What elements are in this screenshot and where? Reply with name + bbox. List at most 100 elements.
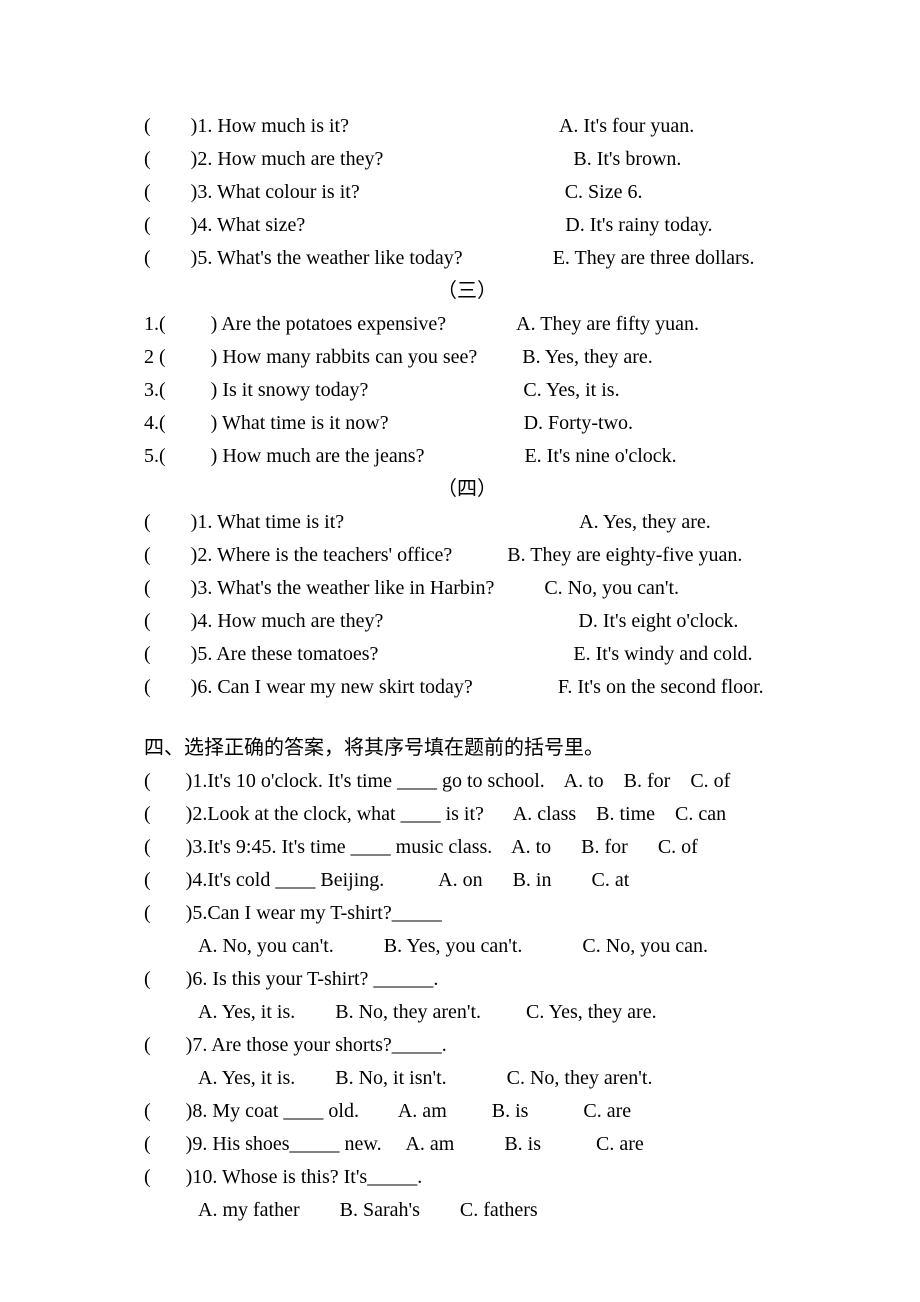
gap [383,143,573,176]
mc-question: ( )2.Look at the clock, what ____ is it?… [144,798,790,831]
mc-text: ( )8. My coat ____ old. A. am B. is C. a… [144,1095,631,1128]
question-text: 4.( ) What time is it now? [144,407,389,440]
match-row: ( )5. What's the weather like today? E. … [144,242,790,275]
answer-text: B. They are eighty-five yuan. [507,539,742,572]
mc-text: A. Yes, it is. B. No, it isn't. C. No, t… [198,1062,652,1095]
gap [383,605,578,638]
gap [360,176,565,209]
mc-text: ( )5.Can I wear my T-shirt?_____ [144,897,442,930]
match-row: 5.( ) How much are the jeans? E. It's ni… [144,440,790,473]
answer-text: D. It's rainy today. [565,209,712,242]
multiple-choice-section: ( )1.It's 10 o'clock. It's time ____ go … [144,765,790,1227]
gap [424,440,524,473]
question-text: 1.( ) Are the potatoes expensive? [144,308,446,341]
question-text: ( )4. How much are they? [144,605,383,638]
mc-text: A. No, you can't. B. Yes, you can't. C. … [198,930,708,963]
answer-text: C. No, you can't. [544,572,679,605]
gap [473,671,558,704]
matching-section-2: ( )1. How much is it? A. It's four yuan.… [144,110,790,275]
gap [452,539,507,572]
mc-text: ( )9. His shoes_____ new. A. am B. is C.… [144,1128,644,1161]
match-row: ( )2. Where is the teachers' office? B. … [144,539,790,572]
answer-text: B. Yes, they are. [522,341,653,374]
section-4-label: （四） [144,473,790,506]
match-row: ( )3. What colour is it? C. Size 6. [144,176,790,209]
answer-text: C. Size 6. [565,176,643,209]
mc-text: ( )7. Are those your shorts?_____. [144,1029,447,1062]
answer-text: F. It's on the second floor. [558,671,764,704]
gap [494,572,544,605]
match-row: 2 ( ) How many rabbits can you see? B. Y… [144,341,790,374]
mc-question: ( )9. His shoes_____ new. A. am B. is C.… [144,1128,790,1161]
match-row: ( )1. How much is it? A. It's four yuan. [144,110,790,143]
matching-section-3: 1.( ) Are the potatoes expensive? A. The… [144,308,790,473]
question-text: ( )4. What size? [144,209,305,242]
gap [378,638,573,671]
gap [349,110,559,143]
mc-options: A. Yes, it is. B. No, it isn't. C. No, t… [144,1062,790,1095]
match-row: ( )4. How much are they? D. It's eight o… [144,605,790,638]
match-row: ( )5. Are these tomatoes? E. It's windy … [144,638,790,671]
match-row: 3.( ) Is it snowy today? C. Yes, it is. [144,374,790,407]
match-row: ( )4. What size? D. It's rainy today. [144,209,790,242]
match-row: ( )3. What's the weather like in Harbin?… [144,572,790,605]
match-row: 4.( ) What time is it now? D. Forty-two. [144,407,790,440]
mc-question: ( )10. Whose is this? It's_____. [144,1161,790,1194]
question-text: 5.( ) How much are the jeans? [144,440,424,473]
gap [446,308,516,341]
mc-text: A. my father B. Sarah's C. fathers [198,1194,538,1227]
matching-section-4: ( )1. What time is it? A. Yes, they are.… [144,506,790,704]
gap [368,374,523,407]
question-text: ( )1. What time is it? [144,506,344,539]
question-text: ( )5. What's the weather like today? [144,242,463,275]
mc-text: A. Yes, it is. B. No, they aren't. C. Ye… [198,996,657,1029]
mc-question: ( )1.It's 10 o'clock. It's time ____ go … [144,765,790,798]
mc-text: ( )4.It's cold ____ Beijing. A. on B. in… [144,864,629,897]
answer-text: D. It's eight o'clock. [578,605,738,638]
mc-text: ( )6. Is this your T-shirt? ______. [144,963,438,996]
mc-text: ( )3.It's 9:45. It's time ____ music cla… [144,831,698,864]
mc-heading: 四、选择正确的答案，将其序号填在题前的括号里。 [144,732,790,765]
question-text: ( )5. Are these tomatoes? [144,638,378,671]
question-text: ( )2. How much are they? [144,143,383,176]
mc-question: ( )8. My coat ____ old. A. am B. is C. a… [144,1095,790,1128]
answer-text: A. It's four yuan. [559,110,694,143]
mc-question: ( )3.It's 9:45. It's time ____ music cla… [144,831,790,864]
answer-text: A. They are fifty yuan. [516,308,699,341]
question-text: 3.( ) Is it snowy today? [144,374,368,407]
mc-text: ( )10. Whose is this? It's_____. [144,1161,422,1194]
mc-question: ( )7. Are those your shorts?_____. [144,1029,790,1062]
mc-question: ( )4.It's cold ____ Beijing. A. on B. in… [144,864,790,897]
question-text: ( )2. Where is the teachers' office? [144,539,452,572]
question-text: 2 ( ) How many rabbits can you see? [144,341,477,374]
mc-text: ( )1.It's 10 o'clock. It's time ____ go … [144,765,730,798]
answer-text: E. It's windy and cold. [573,638,752,671]
answer-text: D. Forty-two. [524,407,633,440]
answer-text: E. They are three dollars. [553,242,755,275]
mc-text: ( )2.Look at the clock, what ____ is it?… [144,798,726,831]
answer-text: C. Yes, it is. [523,374,619,407]
match-row: ( )1. What time is it? A. Yes, they are. [144,506,790,539]
mc-question: ( )6. Is this your T-shirt? ______. [144,963,790,996]
match-row: ( )2. How much are they? B. It's brown. [144,143,790,176]
gap [344,506,579,539]
gap [477,341,522,374]
answer-text: E. It's nine o'clock. [524,440,676,473]
answer-text: A. Yes, they are. [579,506,711,539]
question-text: ( )3. What colour is it? [144,176,360,209]
question-text: ( )1. How much is it? [144,110,349,143]
match-row: ( )6. Can I wear my new skirt today? F. … [144,671,790,704]
question-text: ( )3. What's the weather like in Harbin? [144,572,494,605]
mc-question: ( )5.Can I wear my T-shirt?_____ [144,897,790,930]
gap [305,209,565,242]
match-row: 1.( ) Are the potatoes expensive? A. The… [144,308,790,341]
gap [463,242,553,275]
section-3-label: （三） [144,275,790,308]
answer-text: B. It's brown. [573,143,681,176]
mc-options: A. No, you can't. B. Yes, you can't. C. … [144,930,790,963]
gap [389,407,524,440]
mc-options: A. Yes, it is. B. No, they aren't. C. Ye… [144,996,790,1029]
worksheet-page: ( )1. How much is it? A. It's four yuan.… [0,0,920,1302]
question-text: ( )6. Can I wear my new skirt today? [144,671,473,704]
mc-options: A. my father B. Sarah's C. fathers [144,1194,790,1227]
